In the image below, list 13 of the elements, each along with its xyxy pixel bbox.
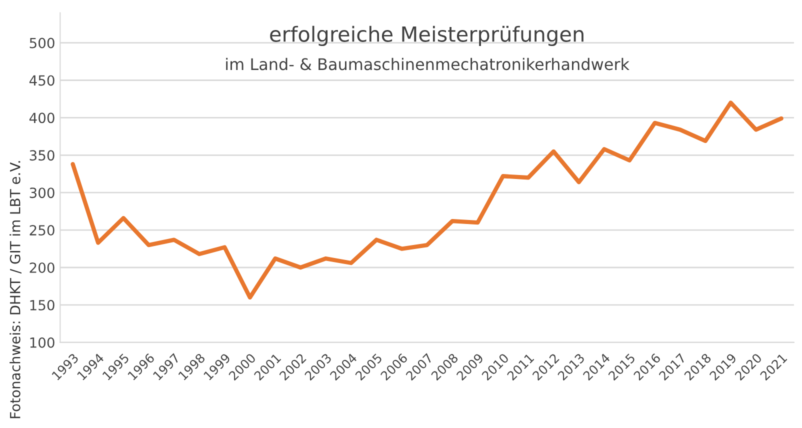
y-tick-label: 100: [30, 337, 54, 348]
y-tick-label: 500: [30, 38, 54, 48]
line-series: [70, 100, 784, 300]
y-tick-label: 150: [30, 300, 54, 310]
y-tick-label: 350: [30, 150, 54, 161]
y-tick-label: 200: [30, 262, 54, 273]
text: Fotonachweis: DHKT / GIT im LBT e.V.: [10, 161, 22, 418]
y-tick-label: 400: [29, 112, 54, 124]
y-tick-label: 250: [30, 225, 54, 236]
text: erfolgreiche Meisterprüfungen: [270, 26, 584, 46]
text: im Land- & Baumaschinenmechatronikerhandwerk: [226, 58, 630, 70]
y-tick-label: 300: [30, 188, 54, 198]
y-tick-label: 450: [29, 75, 54, 86]
